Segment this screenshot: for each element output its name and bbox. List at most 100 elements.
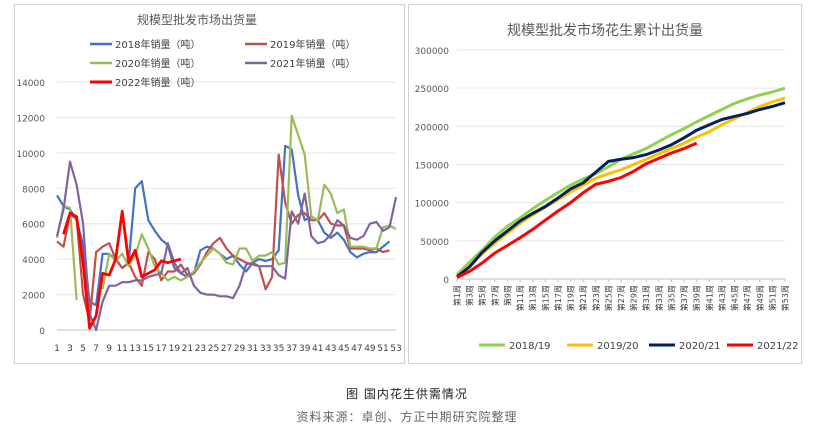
x-tick-label: 1 (54, 344, 60, 354)
x-tick-label: 9 (106, 344, 112, 354)
x-tick-label: 第47周 (742, 285, 752, 311)
legend-label: 2018/19 (509, 341, 551, 352)
x-tick-label: 7 (93, 344, 99, 354)
x-tick-label: 13 (130, 344, 141, 354)
series-line-2 (56, 153, 390, 323)
x-tick-label: 第51周 (767, 285, 777, 311)
legend-label: 2021年销量（吨） (270, 57, 355, 70)
chart-title: 规模型批发市场出货量 (137, 12, 257, 27)
series-path (55, 114, 397, 300)
x-tick-label: 17 (156, 344, 167, 354)
x-tick-label: 49 (364, 344, 376, 354)
x-tick-label: 第21周 (578, 285, 588, 311)
x-tick-label: 第39周 (692, 285, 702, 311)
y-tick-label: 6000 (22, 221, 45, 231)
series-line-3 (456, 101, 786, 278)
chart-panel-cumulative: 规模型批发市场花生累计出货量 0 50000 100000 150000 200000 2… (408, 4, 802, 364)
legend-label: 2020年销量（吨） (115, 57, 200, 70)
x-tick-label: 5 (80, 344, 86, 354)
y-tick-label: 10000 (16, 150, 45, 160)
x-tick-label: 53 (390, 344, 401, 354)
x-tick-label: 51 (377, 344, 388, 354)
x-tick-label: 15 (143, 344, 154, 354)
series-path (55, 160, 398, 332)
legend-item: 2019/20 (567, 341, 639, 352)
legend-label: 2021/22 (757, 341, 799, 352)
chart-title: 规模型批发市场花生累计出货量 (507, 22, 703, 39)
series-line-5 (62, 209, 182, 330)
legend-label: 2022年销量（吨） (115, 76, 200, 89)
legend-label: 2018年销量（吨） (115, 38, 200, 51)
series-line-3 (55, 114, 397, 300)
x-tick-label: 33 (260, 344, 271, 354)
x-tick-label: 第31周 (641, 285, 651, 311)
legend-item: 2018/19 (479, 341, 551, 352)
y-tick-label: 200000 (415, 123, 450, 133)
legend-item: 2022年销量（吨） (90, 76, 200, 89)
x-tick-label: 第23周 (591, 285, 601, 311)
series-line-2 (456, 96, 786, 278)
x-tick-label: 第45周 (730, 285, 740, 311)
x-tick-label: 21 (182, 344, 193, 354)
x-tick-label: 第27周 (616, 285, 626, 311)
x-tick-label: 第35周 (666, 285, 676, 311)
x-tick-label: 第5周 (477, 285, 487, 306)
x-tick-label: 3 (67, 344, 73, 354)
y-tick-label: 150000 (415, 162, 450, 172)
figure-source: 资料来源：卓创、方正中期研究院整理 (296, 410, 518, 424)
series-path (62, 209, 182, 330)
series-path (56, 153, 390, 323)
x-tick-label: 第17周 (553, 285, 563, 311)
series-path (456, 141, 698, 279)
legend-item: 2021/22 (727, 341, 799, 352)
x-tick-label: 27 (221, 344, 232, 354)
legend-label: 2020/21 (679, 341, 721, 352)
x-tick-label: 37 (286, 344, 297, 354)
series-line-4 (456, 141, 698, 279)
x-tick-label: 第1周 (452, 285, 462, 306)
series-line-4 (55, 160, 398, 332)
legend-item: 2020年销量（吨） (90, 57, 200, 70)
x-tick-label: 第33周 (654, 285, 664, 311)
x-tick-label: 29 (234, 344, 246, 354)
x-tick-label: 45 (338, 344, 349, 354)
figure-caption: 图 国内花生供需情况 (346, 387, 468, 401)
x-tick-label: 第25周 (603, 285, 613, 311)
y-tick-label: 14000 (16, 79, 45, 89)
x-tick-label: 19 (169, 344, 181, 354)
legend-item: 2021年销量（吨） (245, 57, 355, 70)
x-tick-label: 25 (208, 344, 219, 354)
y-tick-label: 2000 (22, 292, 45, 302)
x-tick-label: 第9周 (502, 285, 512, 306)
x-tick-label: 第3周 (465, 285, 475, 306)
x-tick-label: 第15周 (540, 285, 550, 311)
x-tick-label: 第13周 (528, 285, 538, 311)
legend-label: 2019/20 (597, 341, 639, 352)
y-tick-label: 0 (39, 327, 45, 337)
cumulative-sales-chart: 规模型批发市场花生累计出货量 0 50000 100000 150000 200000 2… (415, 22, 799, 352)
chart-panel-weekly: 规模型批发市场出货量 0 2000 4000 6000 8000 10000 12000 14… (14, 4, 405, 364)
series-path (456, 101, 786, 278)
x-tick-label: 47 (351, 344, 362, 354)
y-tick-label: 0 (443, 276, 449, 286)
x-tick-label: 第43周 (717, 285, 727, 311)
y-tick-label: 300000 (415, 47, 450, 57)
y-tick-label: 100000 (415, 200, 450, 210)
y-tick-label: 4000 (22, 256, 45, 266)
legend-label: 2019年销量（吨） (270, 38, 355, 51)
y-tick-label: 250000 (415, 85, 450, 95)
legend-item: 2018年销量（吨） (90, 38, 200, 51)
x-tick-label: 23 (195, 344, 206, 354)
x-tick-label: 31 (247, 344, 258, 354)
x-tick-label: 43 (325, 344, 336, 354)
x-tick-label: 41 (312, 344, 323, 354)
x-tick-label: 第49周 (755, 285, 765, 311)
series-path (456, 96, 786, 278)
y-tick-label: 12000 (16, 114, 45, 124)
y-tick-label: 50000 (420, 238, 449, 248)
legend-item: 2020/21 (649, 341, 721, 352)
x-tick-label: 第7周 (490, 285, 500, 306)
x-tick-label: 第41周 (704, 285, 714, 311)
weekly-sales-chart: 规模型批发市场出货量 02000400060008000100001200014… (16, 12, 401, 354)
x-tick-label: 第53周 (780, 285, 790, 311)
